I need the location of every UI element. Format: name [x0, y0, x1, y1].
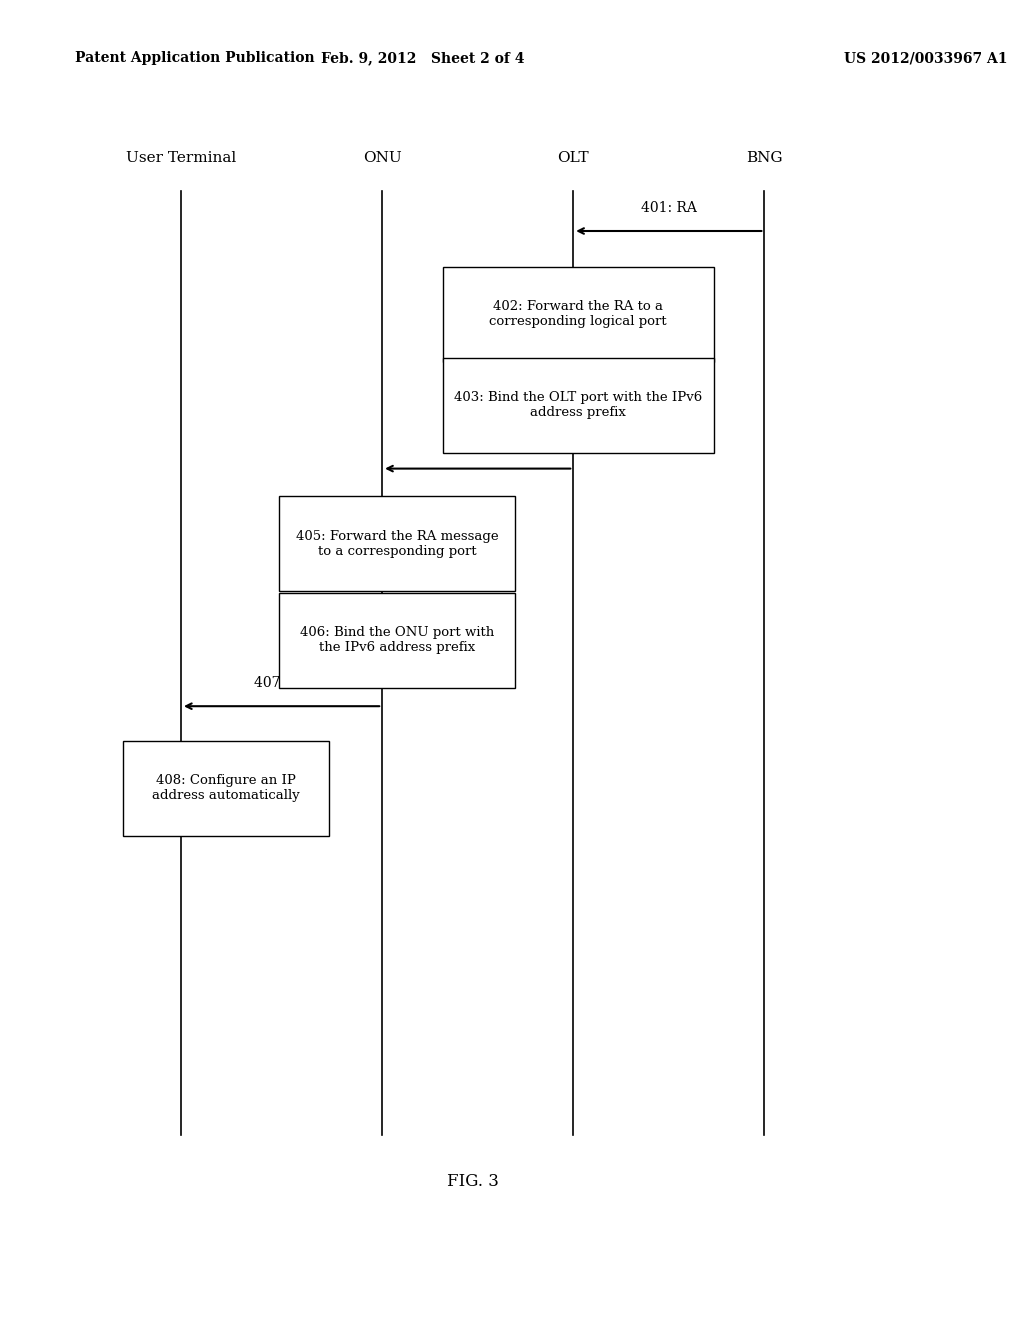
Text: 406: Bind the ONU port with
the IPv6 address prefix: 406: Bind the ONU port with the IPv6 add… — [300, 626, 495, 655]
Text: 408: Configure an IP
address automatically: 408: Configure an IP address automatical… — [153, 774, 300, 803]
Text: 403: Bind the OLT port with the IPv6
address prefix: 403: Bind the OLT port with the IPv6 add… — [455, 391, 702, 420]
FancyBboxPatch shape — [442, 358, 714, 453]
FancyBboxPatch shape — [280, 593, 515, 688]
Text: OLT: OLT — [557, 150, 589, 165]
Text: Patent Application Publication: Patent Application Publication — [76, 51, 315, 65]
Text: 407: RA: 407: RA — [254, 676, 309, 690]
FancyBboxPatch shape — [280, 496, 515, 591]
Text: BNG: BNG — [746, 150, 782, 165]
FancyBboxPatch shape — [442, 267, 714, 362]
FancyBboxPatch shape — [123, 741, 330, 836]
Text: US 2012/0033967 A1: US 2012/0033967 A1 — [844, 51, 1007, 65]
Text: 402: Forward the RA to a
corresponding logical port: 402: Forward the RA to a corresponding l… — [489, 300, 667, 329]
Text: User Terminal: User Terminal — [126, 150, 237, 165]
Text: 401: RA: 401: RA — [641, 201, 696, 215]
Text: ONU: ONU — [362, 150, 401, 165]
Text: Feb. 9, 2012   Sheet 2 of 4: Feb. 9, 2012 Sheet 2 of 4 — [321, 51, 524, 65]
Text: 405: Forward the RA message
to a corresponding port: 405: Forward the RA message to a corresp… — [296, 529, 499, 558]
Text: FIG. 3: FIG. 3 — [446, 1173, 499, 1189]
Text: 404: RA: 404: RA — [450, 438, 506, 453]
